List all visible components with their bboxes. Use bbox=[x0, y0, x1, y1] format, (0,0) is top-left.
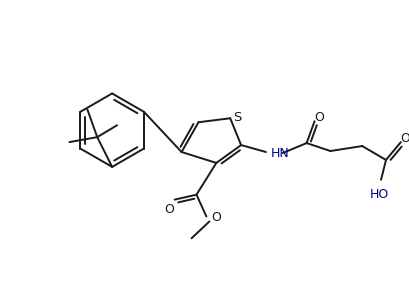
Text: S: S bbox=[233, 111, 241, 124]
Text: O: O bbox=[315, 111, 324, 124]
Text: HO: HO bbox=[369, 188, 389, 201]
Text: HN: HN bbox=[271, 147, 290, 160]
Text: O: O bbox=[211, 211, 221, 224]
Text: O: O bbox=[165, 203, 175, 216]
Text: O: O bbox=[400, 132, 409, 145]
